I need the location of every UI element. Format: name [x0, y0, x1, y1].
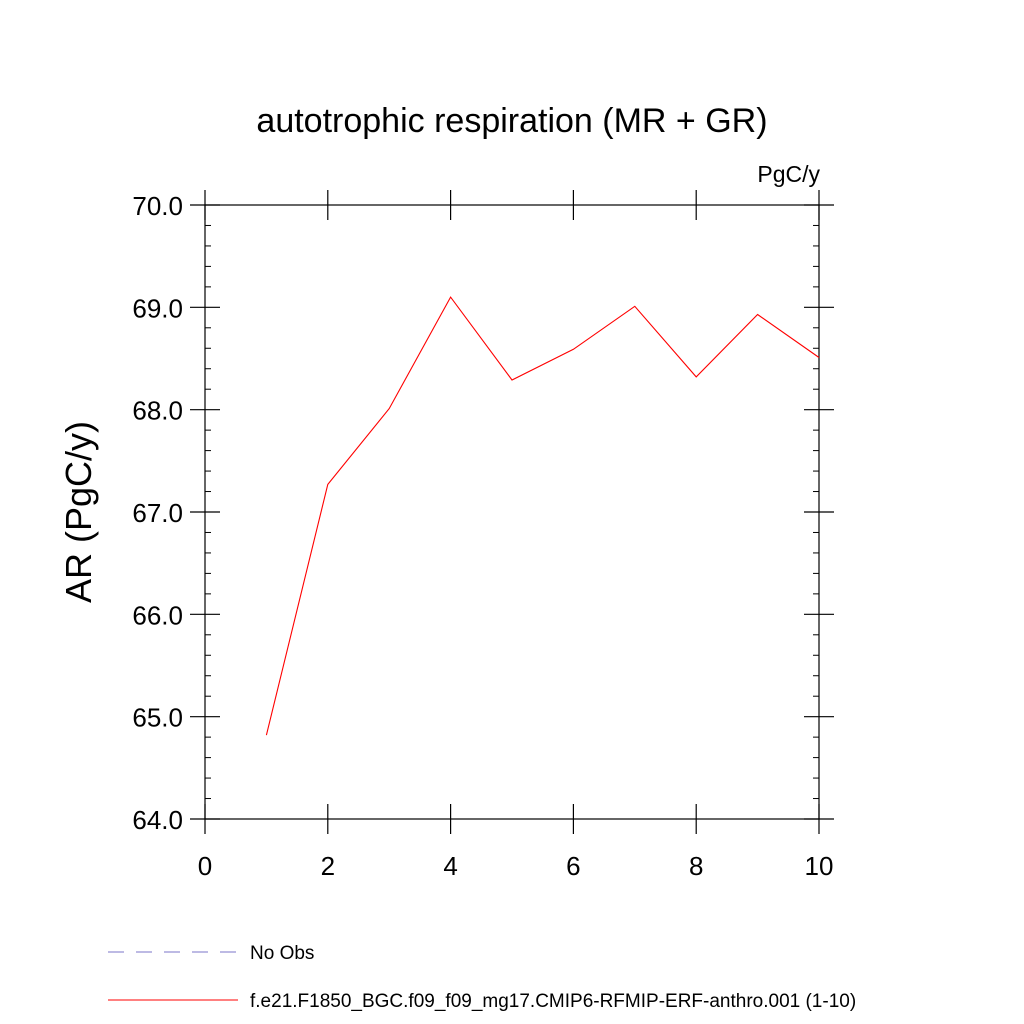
chart-title: autotrophic respiration (MR + GR): [256, 102, 767, 140]
major-ticks: [190, 190, 834, 834]
y-tick-label: 66.0: [132, 600, 183, 630]
x-tick-label: 2: [321, 851, 335, 881]
y-tick-label: 69.0: [132, 293, 183, 323]
tick-labels: 64.0 65.0 66.0 67.0 68.0 69.0 70.0 0 2 4 6 8 10: [132, 191, 833, 881]
y-tick-label: 65.0: [132, 703, 183, 733]
y-tick-label: 68.0: [132, 396, 183, 426]
legend: No Obs f.e21.F1850_BGC.f09_f09_mg17.CMIP…: [108, 943, 856, 1012]
series-line-0: [265, 296, 820, 736]
x-tick-label: 10: [805, 851, 834, 881]
x-tick-label: 8: [689, 851, 703, 881]
y-axis-label: AR (PgC/y): [58, 421, 99, 603]
minor-ticks: [205, 224, 819, 800]
x-tick-label: 6: [566, 851, 580, 881]
legend-label-no-obs: No Obs: [250, 943, 314, 964]
y-tick-label: 70.0: [132, 191, 183, 221]
y-tick-label: 67.0: [132, 498, 183, 528]
plot-frame: [204, 204, 820, 820]
legend-label-model-run: f.e21.F1850_BGC.f09_f09_mg17.CMIP6-RFMIP…: [250, 991, 856, 1012]
units-label: PgC/y: [757, 161, 820, 187]
series-layer: [265, 296, 820, 736]
x-tick-label: 4: [443, 851, 457, 881]
y-tick-label: 64.0: [132, 805, 183, 835]
x-tick-label: 0: [198, 851, 212, 881]
